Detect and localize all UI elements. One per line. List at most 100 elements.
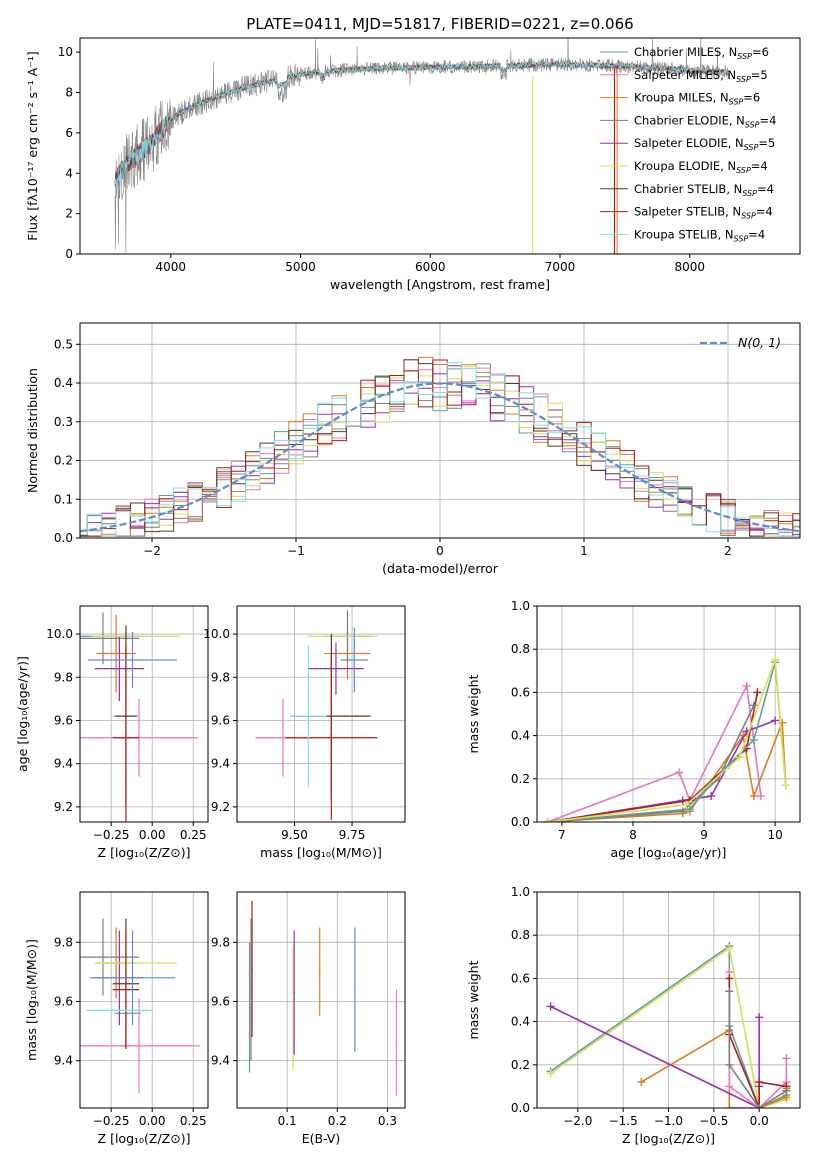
y-axis-label: mass weight — [466, 960, 481, 1039]
mass-weight-vs-age-panel: 7 8 9 10 0.0 0.2 0.4 0.6 0.8 1.0 age [log₁₀(age/yr… — [466, 599, 801, 860]
y-tick-label: 1.0 — [511, 885, 530, 899]
age-vs-metallicity-panel: −0.25 0.00 0.25 9.2 9.4 9.6 9.8 10.0 Z [log₁₀(Z/… — [15, 605, 209, 860]
y-tick-label: 2 — [65, 207, 73, 221]
axes-border — [79, 605, 209, 823]
y-tick-label: 10.0 — [46, 627, 73, 641]
axes-border — [79, 891, 209, 1109]
x-axis-label: Z [log₁₀(Z/Z⊙)] — [622, 1131, 715, 1146]
x-tick-label: 6000 — [415, 260, 446, 274]
axes-border — [79, 37, 801, 255]
y-tick-label: 0.4 — [511, 729, 530, 743]
y-tick-label: 0.5 — [54, 337, 73, 351]
plus-marker — [735, 753, 744, 762]
y-tick-label: 9.4 — [211, 757, 230, 771]
y-tick-label: 8 — [65, 86, 73, 100]
histogram-salpeter-elodie — [80, 365, 800, 537]
x-axis-label: E(B-V) — [302, 1131, 341, 1146]
x-tick-label: 7000 — [545, 260, 576, 274]
plot-area — [80, 612, 199, 822]
x-tick-label: −0.5 — [699, 1114, 728, 1128]
data-point — [118, 667, 121, 670]
y-tick-label: 9.2 — [211, 800, 230, 814]
y-tick-label: 9.4 — [54, 1054, 73, 1068]
legend-entry: Kroupa ELODIE, NSSP=4 — [634, 159, 768, 175]
legend-entry: Salpeter ELODIE, NSSP=5 — [634, 136, 775, 152]
data-point — [125, 988, 127, 991]
x-tick-label: 0.1 — [278, 1114, 297, 1128]
plus-marker — [725, 944, 734, 953]
x-tick-label: 0.3 — [378, 1114, 397, 1128]
x-axis-label: wavelength [Angstrom, rest frame] — [330, 277, 550, 292]
data-point — [307, 715, 310, 717]
plus-marker — [782, 1054, 791, 1063]
y-tick-label: 0.4 — [54, 376, 73, 390]
mass-weight-line-chabrier-elodie — [728, 991, 787, 1108]
axes-frame: −0.25 0.00 0.25 9.2 9.4 9.6 9.8 10.0 Z [log₁₀(Z/… — [15, 605, 209, 860]
data-point — [118, 1009, 121, 1012]
plus-marker — [678, 807, 687, 816]
x-axis-label: (data-model)/error — [382, 561, 499, 576]
data-point — [395, 1042, 398, 1044]
age-vs-mass-panel: 9.50 9.75 9.2 9.4 9.6 9.8 10.0 mass [log₁₀(M/M⊙… — [203, 605, 406, 860]
plus-marker — [749, 792, 758, 801]
plus-marker — [725, 1104, 734, 1108]
y-tick-label: 1.0 — [511, 599, 530, 613]
spectrum-line-kroupa-stelib — [114, 60, 729, 189]
x-tick-label: 2 — [724, 544, 732, 558]
y-axis-label: mass [log₁₀(M/M⊙)] — [24, 939, 39, 1061]
x-tick-label: 0.2 — [328, 1114, 347, 1128]
y-tick-label: 0.8 — [511, 928, 530, 942]
y-tick-label: 9.6 — [54, 713, 73, 727]
plus-marker — [546, 1069, 555, 1078]
data-point — [131, 977, 134, 979]
data-point — [134, 962, 137, 964]
plus-marker — [682, 800, 691, 809]
data-point — [282, 736, 284, 739]
x-tick-label: −1.5 — [609, 1114, 638, 1128]
data-point — [134, 635, 137, 638]
legend-entry: Chabrier MILES, NSSP=6 — [634, 45, 769, 61]
y-tick-label: 6 — [65, 126, 73, 140]
data-point — [354, 988, 356, 991]
data-point — [138, 1045, 140, 1047]
mass-weight-line-salpeter-stelib — [547, 692, 759, 822]
x-tick-label: 8 — [629, 828, 637, 842]
y-axis-label: Normed distribution — [25, 368, 40, 493]
x-tick-label: 0 — [436, 544, 444, 558]
y-tick-label: 9.4 — [54, 757, 73, 771]
axes-border — [536, 605, 801, 823]
legend-text: Salpeter STELIB, N — [634, 205, 741, 219]
legend-text: Chabrier ELODIE, N — [634, 113, 745, 127]
y-tick-label: 10.0 — [203, 627, 230, 641]
y-tick-label: 0.2 — [511, 772, 530, 786]
plot-area — [546, 942, 791, 1108]
x-tick-label: 5000 — [285, 260, 316, 274]
data-point — [353, 659, 356, 661]
data-point — [293, 991, 295, 994]
plot-area — [543, 656, 790, 822]
y-tick-label: 0.3 — [54, 415, 73, 429]
x-tick-label: 8000 — [674, 260, 705, 274]
plus-marker — [742, 681, 751, 690]
y-tick-label: 4 — [65, 166, 73, 180]
legend-subscript: SSP — [729, 98, 744, 107]
plus-marker — [725, 974, 734, 983]
axes-border — [236, 605, 406, 823]
x-tick-label: −2.0 — [563, 1114, 592, 1128]
mass-vs-metallicity-panel: −0.25 0.00 0.25 9.4 9.6 9.8 Z [log₁₀(Z/Z⊙)] mas… — [24, 891, 209, 1146]
y-tick-label: 9.8 — [54, 935, 73, 949]
x-tick-label: 0.0 — [750, 1114, 769, 1128]
data-point — [292, 1006, 294, 1009]
axes-border — [236, 891, 406, 1109]
plot-area — [80, 356, 800, 537]
normal-curve — [80, 382, 800, 533]
plus-marker — [771, 716, 780, 725]
mass-weight-line-salpeter-elodie — [550, 1005, 760, 1108]
figure-title: PLATE=0411, MJD=51817, FIBERID=0221, z=0… — [246, 15, 633, 33]
y-tick-label: 10 — [58, 45, 73, 59]
axes-frame: −2.0 −1.5 −1.0 −0.5 0.0 0.0 0.2 0.4 0.6 0.8 1.0 Z [… — [466, 885, 801, 1146]
mass-weight-line-salpeter-miles — [547, 683, 762, 822]
plot-area — [114, 38, 729, 254]
data-point — [125, 736, 127, 739]
plus-marker — [637, 1078, 646, 1087]
